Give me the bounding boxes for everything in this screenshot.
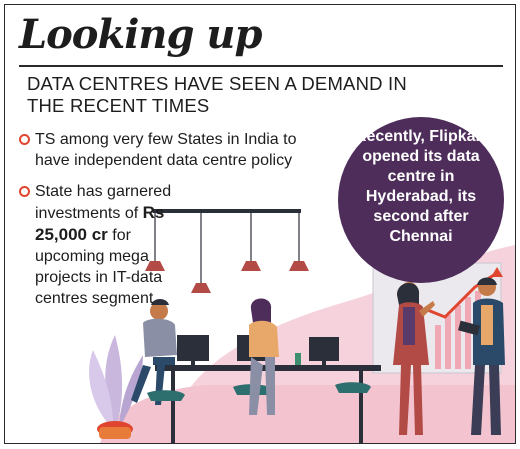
tablet: [458, 320, 480, 336]
chair-1: [147, 390, 185, 401]
potted-plant: [89, 335, 143, 439]
seated-woman: [249, 298, 279, 415]
bullet-policy: TS among very few States in India to hav…: [19, 129, 339, 173]
chair-3: [335, 382, 371, 393]
lamp-bar: [153, 209, 301, 213]
desk-leg-left: [171, 371, 175, 443]
green-cup: [295, 353, 301, 365]
pink-backdrop-lower: [100, 385, 515, 443]
subheading: DATA CENTRES HAVE SEEN A DEMAND IN THE R…: [27, 73, 407, 116]
bullet-dot-icon: [19, 134, 30, 145]
callout-text: Recently, Flipkart opened its data centr…: [354, 128, 488, 245]
bullet-investments: State has garnered investments of Rs 25,…: [19, 181, 339, 315]
bullet-investments-tail: for upcoming mega projects in IT-data ce…: [35, 227, 163, 307]
office-illustration: [89, 209, 515, 443]
bullet-dot-icon: [19, 186, 30, 197]
pendant-lamps: [145, 213, 309, 293]
monitor-1: [177, 335, 209, 366]
standing-man: [458, 277, 505, 435]
bullet-investments-lead: State has garnered investments of: [35, 183, 172, 222]
investment-amount: Rs 25,000 cr: [35, 203, 165, 244]
bullet-investments-text: State has garnered investments of Rs 25,…: [35, 181, 175, 309]
callout-circle: Recently, Flipkart opened its data centr…: [338, 117, 504, 283]
monitor-3: [309, 337, 339, 366]
headline-rule: [19, 65, 503, 67]
lamp-2: [191, 283, 211, 293]
bullet-policy-text: TS among very few States in India to hav…: [35, 131, 297, 169]
desk-leg-right: [359, 371, 363, 443]
lamp-1: [145, 261, 165, 271]
infographic-frame: Looking up DATA CENTRES HAVE SEEN A DEMA…: [4, 4, 516, 444]
standing-woman: [393, 282, 435, 435]
headline: Looking up: [19, 11, 262, 58]
lamp-3: [241, 261, 261, 271]
lamp-4: [289, 261, 309, 271]
trend-arrow-head: [491, 267, 503, 277]
